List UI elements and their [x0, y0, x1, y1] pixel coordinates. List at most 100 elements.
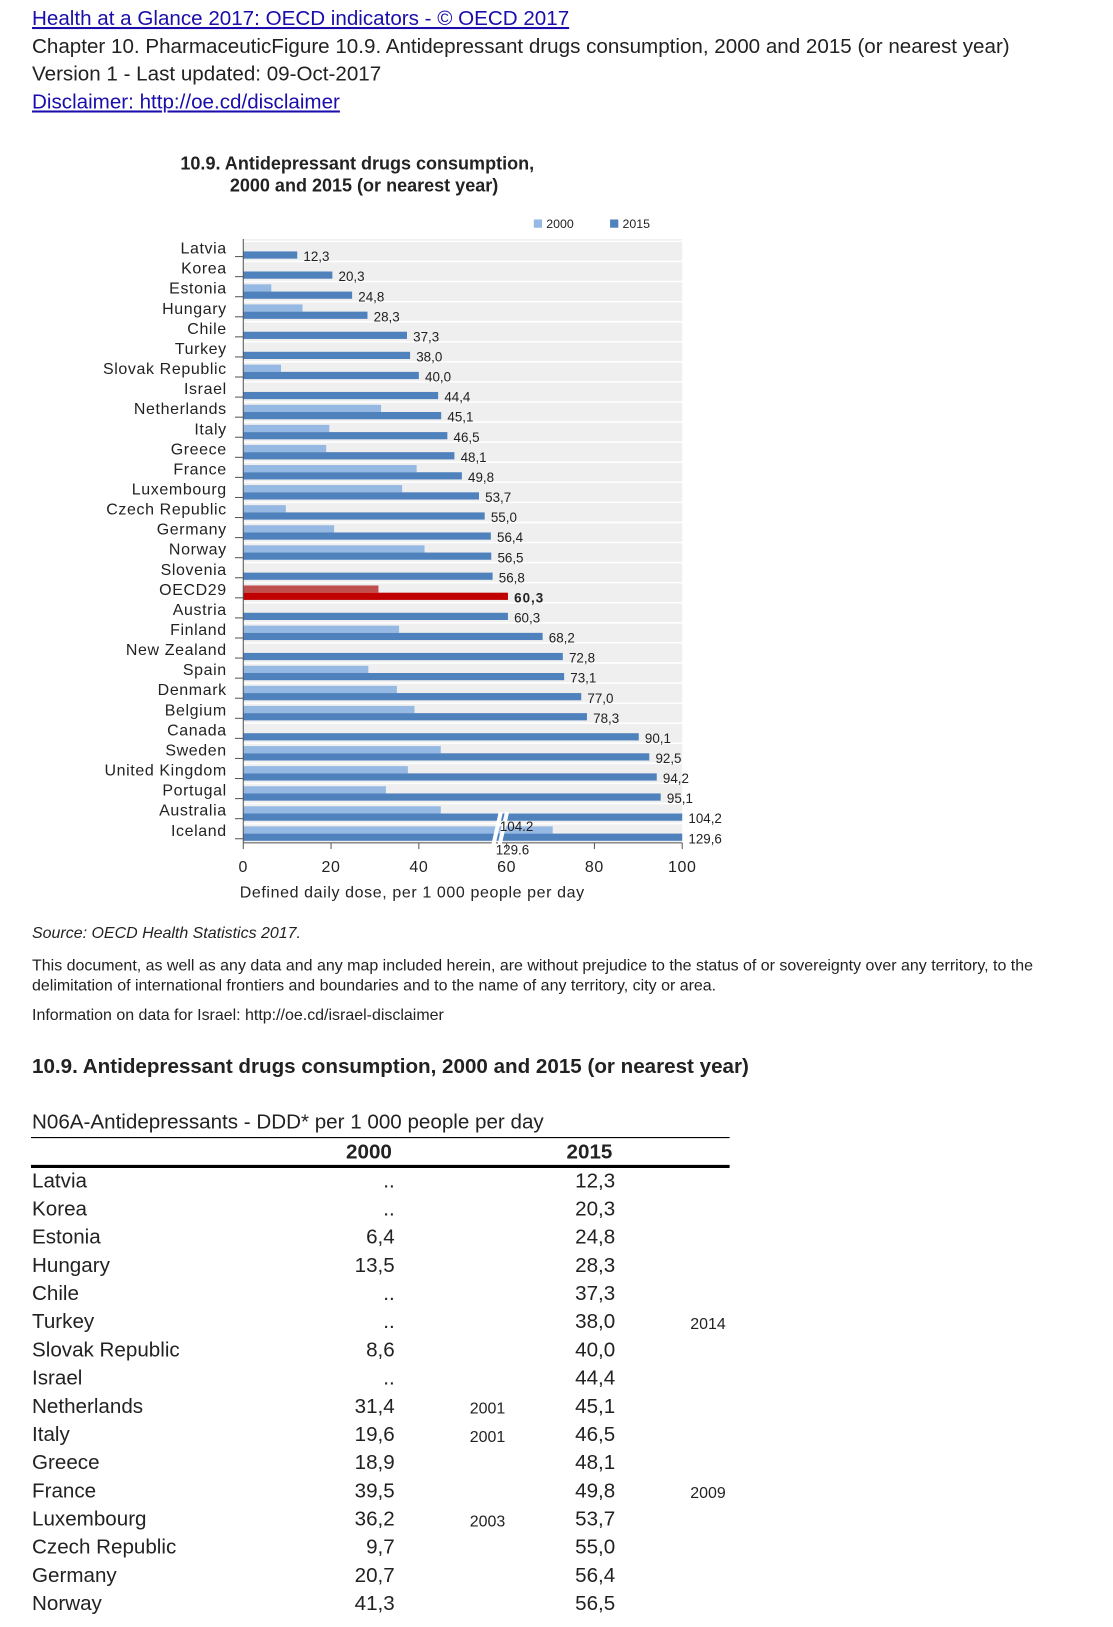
cell: 20,7 — [355, 1564, 395, 1587]
bar — [243, 685, 397, 694]
value-label: 28,3 — [374, 309, 400, 324]
cell: 28,3 — [575, 1254, 615, 1277]
cell: 39,5 — [355, 1479, 395, 1502]
bars — [243, 251, 683, 841]
bar — [243, 612, 508, 620]
bar — [243, 364, 282, 372]
value-label: 56,4 — [497, 530, 524, 545]
y-tick-label: Austria — [173, 602, 227, 619]
cell: 13,5 — [355, 1254, 395, 1277]
bar — [243, 632, 543, 641]
y-tick-label: Netherlands — [134, 401, 227, 418]
bar — [243, 753, 650, 761]
cell: 48,1 — [575, 1451, 615, 1474]
value-label: 60,3 — [514, 590, 544, 605]
bar — [243, 351, 411, 360]
row-label: Italy — [32, 1423, 70, 1446]
bar — [243, 665, 369, 673]
cell: 18,9 — [355, 1451, 395, 1474]
value-label: 44,4 — [444, 390, 471, 405]
version: Version 1 - Last updated: 09-Oct-2017 — [32, 63, 381, 86]
cell: 53,7 — [575, 1507, 615, 1530]
column-header: 2000 — [346, 1140, 392, 1163]
bar — [243, 291, 353, 299]
bar — [243, 284, 272, 292]
bar — [243, 452, 455, 460]
bar — [243, 512, 485, 520]
y-tick-label: France — [173, 461, 226, 478]
value-label: 56,5 — [497, 550, 523, 565]
y-tick-label: OECD29 — [159, 582, 227, 599]
x-tick-label: 0 — [239, 859, 249, 876]
y-tick-label: Canada — [167, 722, 227, 739]
bar — [243, 404, 382, 413]
y-tick-label: Spain — [183, 662, 227, 679]
value-label: 90,1 — [645, 731, 671, 746]
bar — [243, 444, 327, 453]
table-caption: N06A-Antidepressants - DDD* per 1 000 pe… — [32, 1111, 544, 1134]
y-tick-label: Sweden — [165, 742, 226, 759]
bar — [243, 465, 417, 473]
cell: .. — [383, 1367, 394, 1390]
bar — [243, 572, 493, 580]
value-label: 48,1 — [461, 450, 487, 465]
value-label: 94,2 — [663, 771, 689, 786]
bar — [243, 532, 491, 540]
break-annotation: 129.6 — [496, 843, 529, 858]
row-label: Latvia — [32, 1169, 88, 1192]
bar — [243, 304, 303, 312]
cell: 56,4 — [575, 1564, 615, 1587]
value-label: 104,2 — [688, 811, 721, 826]
cell: 8,6 — [366, 1338, 395, 1361]
bar — [243, 492, 479, 500]
chart-title: 2000 and 2015 (or nearest year) — [230, 175, 498, 195]
row-label: Hungary — [32, 1254, 111, 1277]
header-link[interactable]: Health at a Glance 2017: OECD indicators… — [32, 7, 569, 30]
bar — [243, 331, 407, 339]
bar — [243, 424, 330, 433]
bar — [243, 672, 565, 681]
chart: Latvia 12,3 Korea 20,3 Estonia 24,8 Hungary 28,… — [103, 217, 722, 876]
value-label: 12,3 — [303, 249, 329, 264]
row-label: Korea — [32, 1197, 88, 1220]
y-tick-label: Norway — [169, 542, 227, 559]
row-label: Greece — [32, 1451, 100, 1474]
cell: 41,3 — [355, 1592, 395, 1615]
y-tick-label: Israel — [184, 381, 227, 398]
cell: 20,3 — [575, 1197, 615, 1220]
value-label: 68,2 — [549, 631, 575, 646]
bar — [243, 833, 683, 841]
y-tick-label: United Kingdom — [104, 763, 226, 780]
bar — [243, 766, 408, 774]
cell: 19,6 — [355, 1423, 395, 1446]
y-tick-label: Greece — [171, 441, 227, 458]
legal-note: This document, as well as any data and a… — [32, 958, 1033, 975]
value-label: 20,3 — [339, 269, 365, 284]
bar — [243, 485, 403, 493]
cell: 38,0 — [575, 1310, 615, 1333]
value-label: 78,3 — [593, 711, 619, 726]
y-tick-label: Estonia — [169, 281, 227, 298]
chapter: Chapter 10. PharmaceuticFigure 10.9. Ant… — [32, 35, 1010, 58]
bar — [243, 545, 425, 553]
bar — [243, 525, 335, 533]
cell: 40,0 — [575, 1338, 615, 1361]
year-note: 2003 — [470, 1513, 506, 1530]
x-tick-label: 40 — [409, 859, 428, 876]
year-note: 2001 — [470, 1401, 506, 1418]
legal-note: delimitation of international frontiers … — [32, 977, 716, 994]
y-tick-label: Germany — [157, 522, 227, 539]
bar — [243, 251, 298, 259]
x-tick-label: 80 — [585, 859, 604, 876]
bar — [243, 592, 508, 600]
value-label: 95,1 — [667, 791, 693, 806]
value-label: 46,5 — [454, 430, 480, 445]
bar — [243, 432, 448, 440]
y-tick-label: Iceland — [171, 823, 227, 840]
cell: 46,5 — [575, 1423, 615, 1446]
year-note: 2001 — [470, 1429, 506, 1446]
y-tick-label: Australia — [159, 803, 227, 820]
disclaimer-link[interactable]: Disclaimer: http://oe.cd/disclaimer — [32, 90, 340, 113]
value-label: 38,0 — [416, 350, 442, 365]
